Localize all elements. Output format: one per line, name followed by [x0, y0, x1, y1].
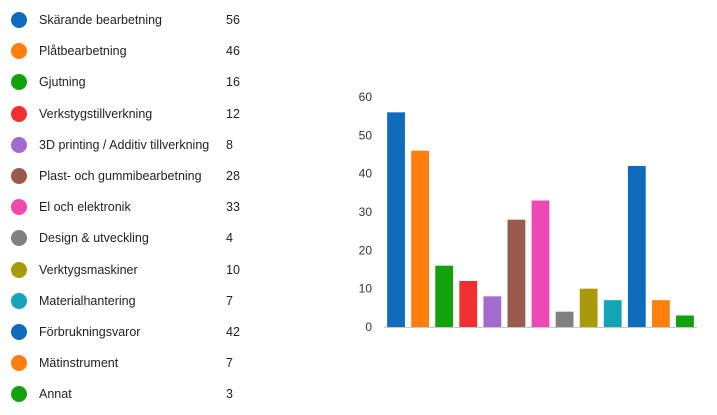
legend-value: 7: [226, 356, 233, 371]
bar: [435, 265, 454, 327]
legend-label: Design & utveckling: [39, 231, 149, 246]
legend-value: 42: [226, 325, 240, 339]
legend-color-dot: [11, 386, 27, 403]
legend-value: 33: [226, 200, 240, 215]
bar: [651, 300, 670, 327]
legend-color-dot: [11, 355, 27, 372]
legend-value: 16: [226, 75, 240, 90]
legend-label: Plåtbearbetning: [39, 44, 127, 59]
legend-color-dot: [11, 12, 27, 28]
legend-item: Plast- och gummibearbetning 28: [0, 161, 260, 191]
y-axis: 0 10 20 30 40 50 60: [359, 90, 373, 334]
bars: [387, 112, 694, 327]
legend-item: Plåtbearbetning 46: [0, 36, 260, 66]
legend-label: Mätinstrument: [39, 356, 119, 371]
legend-item: Verktygsmaskiner 10: [0, 255, 260, 285]
chart-legend: Skärande bearbetning 56 Plåtbearbetning 46 G…: [0, 0, 260, 415]
legend-item: Verkstygstillverkning 12: [0, 99, 260, 129]
legend-value: 28: [226, 169, 240, 183]
y-tick-label: 20: [359, 243, 373, 257]
legend-item: Gjutning 16: [0, 67, 260, 97]
legend-item: Design & utveckling 4: [0, 223, 260, 253]
legend-item: El och elektronik 33: [0, 192, 260, 222]
bar: [387, 112, 405, 327]
legend-item: Mätinstrument 7: [0, 348, 260, 378]
bar: [459, 281, 478, 327]
legend-value: 12: [226, 106, 240, 121]
y-tick-label: 40: [359, 167, 373, 181]
y-tick-label: 60: [359, 90, 373, 104]
bar-chart: 0 10 20 30 40 50 60: [359, 90, 697, 334]
legend-value: 8: [226, 137, 233, 152]
legend-item: Materialhantering 7: [0, 286, 260, 316]
legend-label: Förbrukningsvaror: [39, 325, 141, 339]
legend-label: Plast- och gummibearbetning: [39, 169, 202, 183]
bar: [507, 219, 526, 327]
legend-color-dot: [11, 136, 27, 153]
legend-color-dot: [11, 292, 27, 309]
legend-value: 4: [226, 231, 233, 246]
bar: [483, 296, 502, 327]
legend-label: Skärande bearbetning: [39, 13, 163, 27]
legend-color-dot: [11, 261, 27, 278]
bar: [676, 315, 694, 327]
legend-item: Förbrukningsvaror 42: [0, 317, 260, 347]
legend-color-dot: [11, 43, 27, 60]
legend-value: 56: [226, 13, 240, 27]
legend-color-dot: [11, 324, 27, 340]
y-tick-label: 10: [359, 282, 373, 296]
bar: [411, 150, 430, 327]
legend-label: El och elektronik: [39, 200, 131, 215]
legend-label: 3D printing / Additiv tillverkning: [39, 137, 210, 152]
y-tick-label: 50: [359, 128, 373, 142]
y-tick-label: 30: [359, 205, 373, 219]
legend-value: 3: [226, 387, 233, 402]
bar: [627, 166, 646, 327]
legend-color-dot: [11, 168, 27, 184]
legend-item: Annat 3: [0, 379, 260, 409]
legend-label: Verkstygstillverkning: [39, 106, 153, 121]
legend-item: 3D printing / Additiv tillverkning 8: [0, 130, 260, 160]
legend-value: 46: [226, 44, 240, 59]
legend-color-dot: [11, 230, 27, 247]
bar: [603, 300, 622, 327]
legend-value: 10: [226, 262, 240, 277]
legend-color-dot: [11, 105, 27, 122]
legend-label: Annat: [39, 387, 72, 402]
bar: [555, 311, 574, 327]
legend-color-dot: [11, 74, 27, 91]
legend-color-dot: [11, 199, 27, 216]
legend-value: 7: [226, 293, 233, 308]
legend-item: Skärande bearbetning 56: [0, 5, 260, 35]
bar: [579, 288, 598, 327]
legend-label: Verktygsmaskiner: [39, 262, 138, 277]
y-tick-label: 0: [365, 320, 372, 334]
bar: [531, 200, 550, 327]
legend-label: Materialhantering: [39, 293, 136, 308]
legend-label: Gjutning: [39, 75, 86, 90]
